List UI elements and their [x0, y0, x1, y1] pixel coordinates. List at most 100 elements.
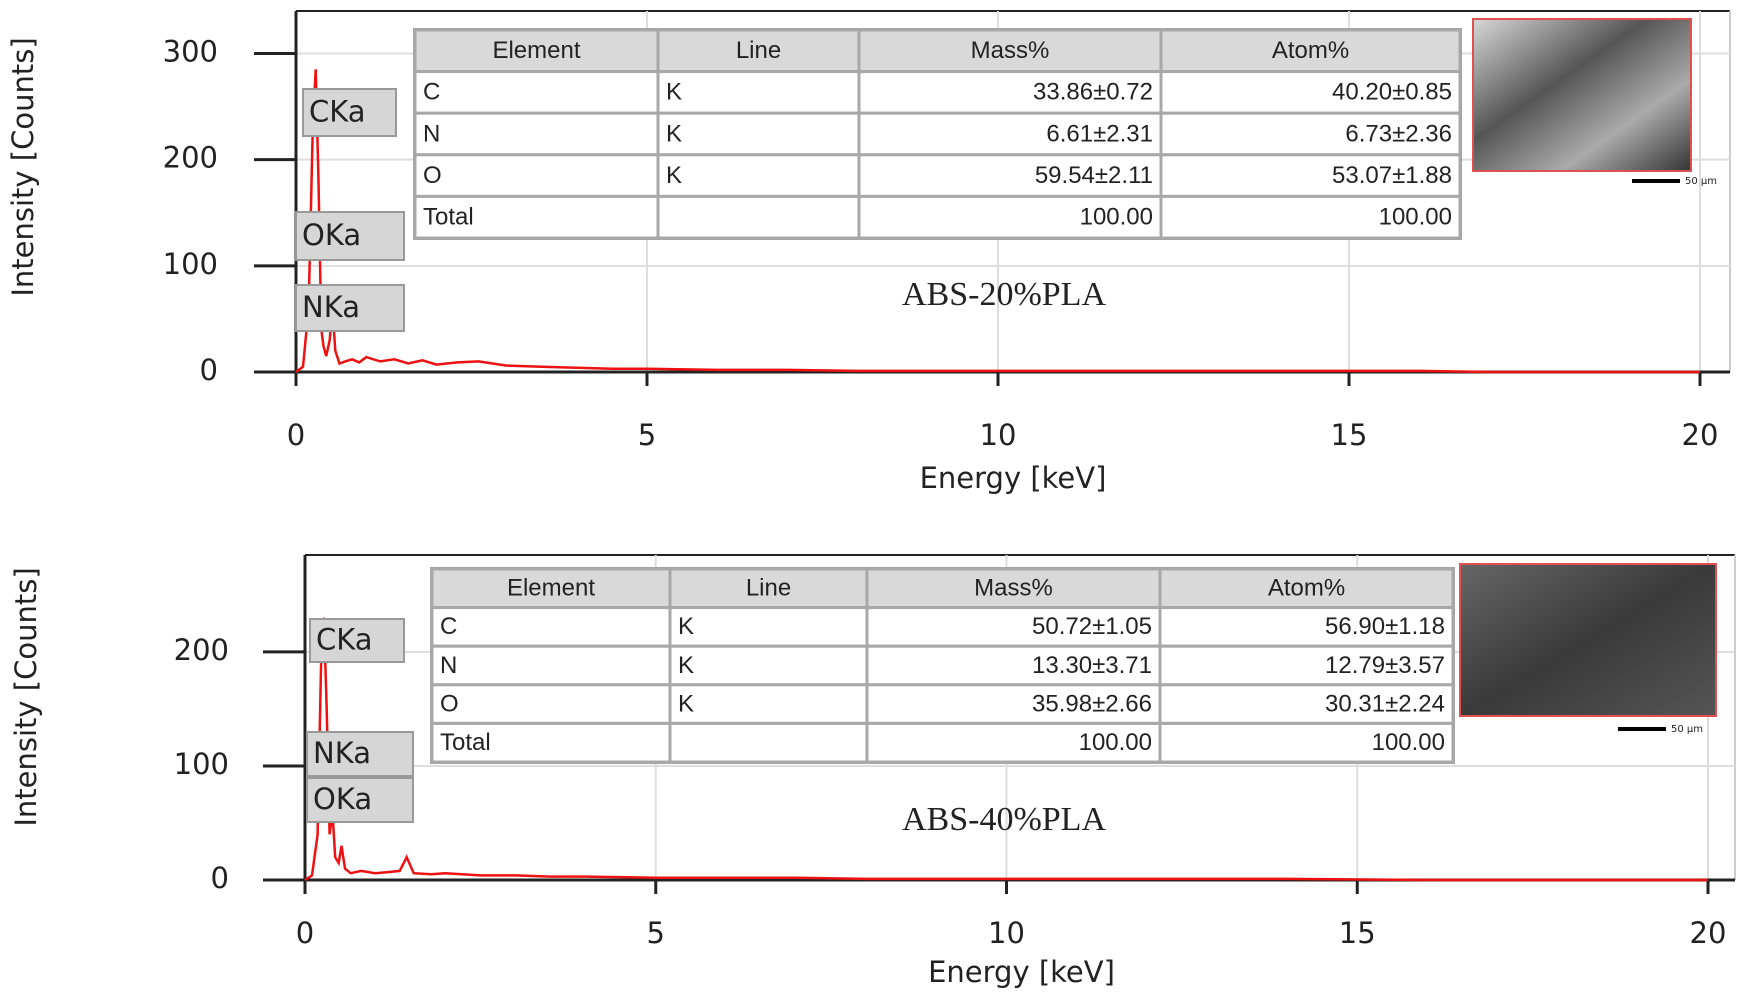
x-tick-label: 5: [647, 916, 665, 950]
table-cell: [668, 644, 869, 687]
table-header-cell: [857, 28, 1163, 74]
table-cell-text: 50.72±1.05: [1032, 613, 1152, 640]
table-cell-text: 35.98±2.66: [1032, 690, 1152, 717]
table-cell-text: N: [440, 652, 457, 679]
peak-label: OKa: [302, 218, 361, 252]
table-cell: [668, 606, 869, 648]
sample-label: ABS-40%PLA: [902, 801, 1106, 838]
table-cell: [656, 70, 861, 115]
y-tick-label: 200: [163, 141, 218, 175]
table-cell-text: C: [440, 613, 457, 640]
x-tick-label: 15: [1331, 418, 1368, 452]
table-cell: [1158, 644, 1455, 687]
table-cell-text: 59.54±2.11: [1035, 162, 1153, 189]
table-header-cell: [656, 28, 861, 74]
table-cell: [413, 111, 660, 157]
table-header-text: Mass%: [974, 575, 1053, 602]
table-cell-text: 56.90±1.18: [1325, 613, 1445, 640]
table-cell: [656, 111, 861, 157]
table-cell: [857, 111, 1163, 157]
sample-label: ABS-20%PLA: [902, 276, 1106, 313]
peak-label-box: [306, 731, 414, 777]
table-cell-text: 100.00: [1079, 729, 1152, 756]
table-cell-text: 12.79±3.57: [1325, 652, 1445, 679]
table-cell-text: O: [440, 690, 459, 717]
y-tick-label: 100: [174, 747, 229, 781]
y-tick-label: 0: [200, 353, 218, 387]
table-cell-text: 53.07±1.88: [1332, 162, 1452, 189]
table-cell: [430, 606, 672, 648]
peak-label: NKa: [313, 736, 371, 770]
peak-label: CKa: [309, 95, 366, 129]
table-cell: [865, 721, 1162, 764]
table-cell-text: N: [423, 120, 440, 147]
table-cell-text: 100.00: [1379, 204, 1452, 231]
table-cell: [1159, 111, 1462, 157]
x-axis-title: Energy [keV]: [928, 955, 1115, 989]
table-cell: [1158, 606, 1455, 648]
table-cell-text: K: [678, 613, 694, 640]
x-tick-label: 0: [287, 418, 305, 452]
y-tick-label: 200: [174, 633, 229, 667]
y-axis-title: Intensity [Counts]: [9, 567, 43, 826]
y-tick-label: 100: [163, 247, 218, 281]
peak-label-box: [309, 618, 405, 663]
peak-label: CKa: [316, 623, 373, 657]
table-cell-text: K: [666, 162, 682, 189]
table-cell: [857, 194, 1163, 240]
table-header-cell: [430, 567, 672, 610]
peak-label-box: [302, 88, 397, 137]
table-cell-text: 40.20±0.85: [1332, 79, 1452, 106]
table-cell-text: K: [666, 79, 682, 106]
sem-image: [1472, 18, 1692, 172]
table-header-text: Atom%: [1268, 575, 1345, 602]
table-cell: [413, 70, 660, 115]
table-cell: [668, 721, 869, 764]
table-header-text: Line: [746, 575, 791, 602]
table-cell: [413, 153, 660, 198]
table-cell-text: 33.86±0.72: [1033, 79, 1153, 106]
table-header-text: Element: [492, 37, 580, 64]
peak-label-box: [295, 284, 405, 332]
table-cell: [668, 683, 869, 725]
x-tick-label: 10: [988, 916, 1025, 950]
x-tick-label: 5: [638, 418, 656, 452]
peak-label: NKa: [302, 290, 360, 324]
table-cell-text: O: [423, 162, 442, 189]
table-cell: [1158, 683, 1455, 725]
table-cell-text: K: [678, 690, 694, 717]
peak-label: OKa: [313, 782, 372, 816]
table-header-text: Atom%: [1272, 37, 1349, 64]
peak-label-box: [295, 211, 405, 261]
table-cell: [1159, 194, 1462, 240]
x-tick-label: 0: [296, 916, 314, 950]
table-cell: [656, 153, 861, 198]
table-cell-text: Total: [423, 204, 474, 231]
table-header-text: Mass%: [971, 37, 1050, 64]
table-cell-text: K: [678, 652, 694, 679]
table-cell: [1158, 721, 1455, 764]
spectrum-line: [295, 69, 1700, 374]
scale-bar-label: 50 µm: [1671, 724, 1703, 735]
table-cell-text: Total: [440, 729, 491, 756]
table-cell-text: 100.00: [1080, 204, 1153, 231]
x-axis-title: Energy [keV]: [920, 461, 1107, 495]
table-cell-text: C: [423, 79, 440, 106]
scale-bar-label: 50 µm: [1685, 176, 1717, 187]
table-cell-text: 30.31±2.24: [1325, 690, 1445, 717]
table-cell-text: 100.00: [1372, 729, 1445, 756]
table-cell: [656, 194, 861, 240]
x-tick-label: 20: [1690, 916, 1727, 950]
table-cell: [413, 194, 660, 240]
table-cell: [1159, 70, 1462, 115]
table-header-text: Line: [736, 37, 781, 64]
x-tick-label: 15: [1339, 916, 1376, 950]
y-axis-title: Intensity [Counts]: [6, 37, 40, 296]
table-cell: [430, 721, 672, 764]
table-cell: [430, 683, 672, 725]
x-tick-label: 10: [980, 418, 1017, 452]
table-cell-text: K: [666, 120, 682, 147]
table-cell-text: 13.30±3.71: [1032, 652, 1152, 679]
table-header-text: Element: [507, 575, 595, 602]
